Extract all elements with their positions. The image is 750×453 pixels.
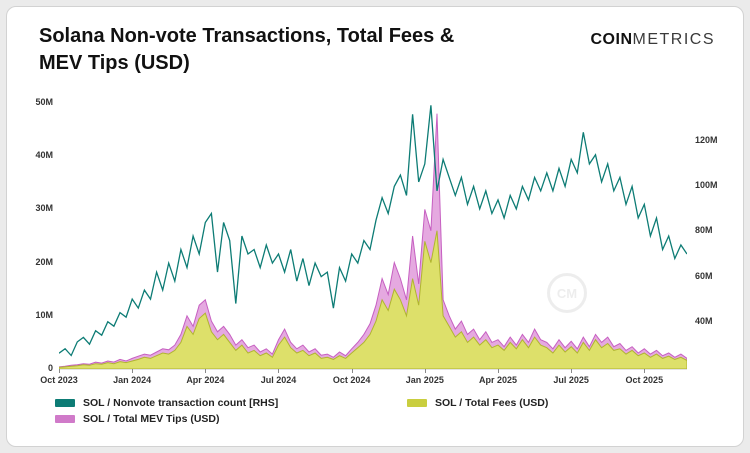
series-mev-tips	[59, 113, 687, 369]
x-tick-mark	[132, 369, 134, 373]
x-tick-mark	[59, 369, 60, 373]
y-right-tick-label: 120M	[695, 135, 718, 146]
x-tick-label: Apr 2024	[186, 375, 225, 385]
chart-title: Solana Non-vote Transactions, Total Fees…	[39, 25, 455, 74]
legend-label-mev-tips: SOL / Total MEV Tips (USD)	[83, 413, 220, 425]
y-left-tick-label: 0	[47, 363, 53, 373]
x-tick-label: Oct 2025	[625, 375, 664, 385]
x-tick-label: Oct 2024	[332, 375, 371, 385]
x-tick-label: Oct 2023	[40, 375, 78, 385]
x-tick-label: Jan 2024	[113, 375, 152, 385]
x-tick-mark	[278, 369, 280, 373]
legend-swatch-pink	[55, 415, 75, 423]
x-tick-mark	[205, 369, 207, 373]
chart-card: Solana Non-vote Transactions, Total Fees…	[6, 6, 744, 447]
series-nonvote-count	[59, 105, 687, 357]
legend-item-total-fees[interactable]: SOL / Total Fees (USD)	[407, 397, 703, 409]
x-tick-mark	[571, 369, 573, 373]
series-total-fees	[59, 230, 687, 369]
x-tick-mark	[497, 369, 499, 373]
coinmetrics-logo: COINMETRICS	[591, 31, 716, 49]
y-left-tick-label: 40M	[35, 150, 53, 161]
y-left-tick-label: 50M	[35, 97, 53, 107]
x-tick-label: Jul 2024	[260, 375, 297, 385]
legend-item-mev-tips[interactable]: SOL / Total MEV Tips (USD)	[55, 413, 407, 425]
chart-canvas	[59, 105, 687, 370]
x-tick-label: Jan 2025	[405, 375, 444, 385]
legend-swatch-yellow	[407, 399, 427, 407]
coinmetrics-watermark: CM	[547, 273, 587, 313]
logo-coin: COIN	[590, 31, 633, 48]
y-left-tick-label: 10M	[35, 309, 53, 320]
legend: SOL / Nonvote transaction count [RHS] SO…	[55, 397, 703, 425]
x-tick-label: Jul 2025	[553, 375, 589, 385]
watermark-logo-icon: CM	[547, 273, 587, 313]
y-right-tick-label: 60M	[695, 270, 713, 281]
legend-item-nonvote-count[interactable]: SOL / Nonvote transaction count [RHS]	[55, 397, 407, 409]
x-tick-mark	[351, 369, 353, 373]
y-right-tick-label: 80M	[695, 225, 713, 236]
y-left-tick-label: 30M	[35, 203, 53, 214]
legend-swatch-teal	[55, 399, 75, 407]
y-right-tick-label: 40M	[695, 315, 713, 326]
logo-metrics: METRICS	[632, 31, 715, 48]
y-left-tick-label: 20M	[35, 256, 53, 267]
legend-label-total-fees: SOL / Total Fees (USD)	[435, 397, 549, 409]
y-right-tick-label: 100M	[695, 180, 718, 191]
legend-label-nonvote-count: SOL / Nonvote transaction count [RHS]	[83, 397, 279, 409]
x-tick-label: Apr 2025	[478, 375, 517, 385]
x-tick-mark	[644, 369, 646, 373]
x-tick-mark	[424, 369, 426, 373]
